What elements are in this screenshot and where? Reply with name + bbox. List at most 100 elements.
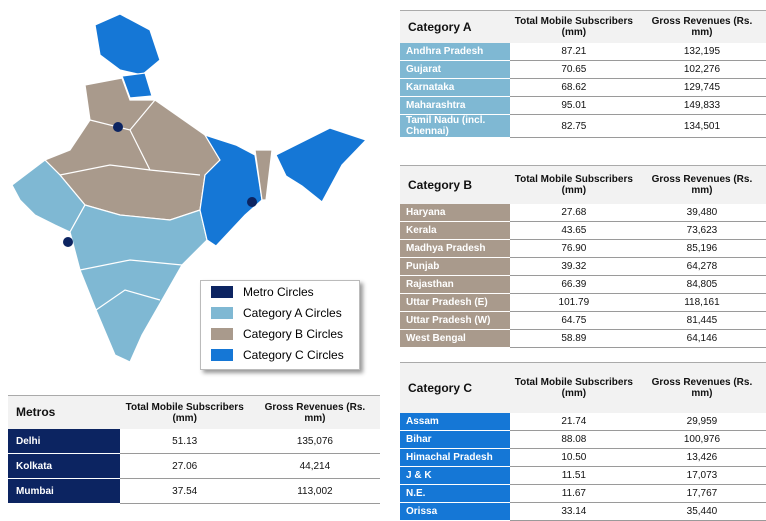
cell-value: 17,767 bbox=[637, 484, 766, 503]
cell-value: 43.65 bbox=[509, 221, 638, 240]
table-row: Kolkata 27.06 44,214 bbox=[8, 453, 380, 479]
row-label: Bihar bbox=[400, 430, 510, 449]
cell-value: 29,959 bbox=[637, 413, 766, 431]
data-table: Category C Total Mobile Subscribers (mm) G… bbox=[400, 362, 766, 521]
table-row: J & K 11.51 17,073 bbox=[400, 466, 766, 485]
cell-value: 102,276 bbox=[637, 60, 766, 79]
table-row: Rajasthan 66.39 84,805 bbox=[400, 275, 766, 294]
table-row: Himachal Pradesh 10.50 13,426 bbox=[400, 448, 766, 467]
column-header: Gross Revenues (Rs. mm) bbox=[249, 395, 380, 429]
cell-value: 51.13 bbox=[119, 429, 250, 454]
row-label: Rajasthan bbox=[400, 275, 510, 294]
cell-value: 11.67 bbox=[509, 484, 638, 503]
cell-value: 37.54 bbox=[119, 478, 250, 504]
table-row: Karnataka 68.62 129,745 bbox=[400, 78, 766, 97]
row-label: Assam bbox=[400, 413, 510, 431]
metro-dot bbox=[247, 197, 257, 207]
cell-value: 66.39 bbox=[509, 275, 638, 294]
row-label: Madhya Pradesh bbox=[400, 239, 510, 258]
region-border bbox=[95, 289, 161, 311]
cell-value: 95.01 bbox=[509, 96, 638, 115]
cell-value: 70.65 bbox=[509, 60, 638, 79]
table-row: Assam 21.74 29,959 bbox=[400, 413, 766, 431]
cell-value: 113,002 bbox=[249, 478, 380, 504]
cell-value: 17,073 bbox=[637, 466, 766, 485]
row-label: Uttar Pradesh (E) bbox=[400, 293, 510, 312]
row-label: Kolkata bbox=[8, 453, 120, 479]
column-header: Total Mobile Subscribers (mm) bbox=[509, 10, 638, 43]
table-row: Kerala 43.65 73,623 bbox=[400, 221, 766, 240]
metro-dot bbox=[63, 237, 73, 247]
legend-swatch bbox=[211, 286, 233, 298]
region-b bbox=[254, 149, 273, 201]
row-label: N.E. bbox=[400, 484, 510, 503]
legend-item: Metro Circles bbox=[211, 282, 359, 302]
table-title: Category C bbox=[400, 362, 510, 413]
cell-value: 132,195 bbox=[637, 43, 766, 61]
row-label: Haryana bbox=[400, 204, 510, 222]
cell-value: 35,440 bbox=[637, 502, 766, 521]
cell-value: 39,480 bbox=[637, 204, 766, 222]
table-row: Delhi 51.13 135,076 bbox=[8, 429, 380, 454]
table-row: Uttar Pradesh (W) 64.75 81,445 bbox=[400, 311, 766, 330]
row-label: Karnataka bbox=[400, 78, 510, 97]
legend-label: Category B Circles bbox=[243, 327, 344, 341]
legend-item: Category A Circles bbox=[211, 303, 359, 323]
cell-value: 27.68 bbox=[509, 204, 638, 222]
column-header: Total Mobile Subscribers (mm) bbox=[509, 165, 638, 204]
legend-item: Category B Circles bbox=[211, 324, 359, 344]
table-row: Bihar 88.08 100,976 bbox=[400, 430, 766, 449]
region-c bbox=[275, 127, 368, 203]
row-label: Delhi bbox=[8, 429, 120, 454]
region-c bbox=[94, 13, 161, 76]
cell-value: 39.32 bbox=[509, 257, 638, 276]
cell-value: 76.90 bbox=[509, 239, 638, 258]
cell-value: 85,196 bbox=[637, 239, 766, 258]
row-label: Andhra Pradesh bbox=[400, 43, 510, 61]
cell-value: 134,501 bbox=[637, 114, 766, 138]
row-label: Himachal Pradesh bbox=[400, 448, 510, 467]
cell-value: 68.62 bbox=[509, 78, 638, 97]
row-label: Punjab bbox=[400, 257, 510, 276]
header-row: Metros Total Mobile Subscribers (mm) Gross… bbox=[8, 395, 380, 429]
cell-value: 88.08 bbox=[509, 430, 638, 449]
data-table: Category A Total Mobile Subscribers (mm) G… bbox=[400, 10, 766, 138]
cell-value: 84,805 bbox=[637, 275, 766, 294]
cell-value: 149,833 bbox=[637, 96, 766, 115]
cell-value: 73,623 bbox=[637, 221, 766, 240]
table-row: Madhya Pradesh 76.90 85,196 bbox=[400, 239, 766, 258]
table-row: Punjab 39.32 64,278 bbox=[400, 257, 766, 276]
cell-value: 64,146 bbox=[637, 329, 766, 348]
table-row: Orissa 33.14 35,440 bbox=[400, 502, 766, 521]
legend-item: Category C Circles bbox=[211, 345, 359, 365]
cell-value: 118,161 bbox=[637, 293, 766, 312]
table-row: Maharashtra 95.01 149,833 bbox=[400, 96, 766, 115]
table-title: Category B bbox=[400, 165, 510, 204]
cell-value: 87.21 bbox=[509, 43, 638, 61]
region-border bbox=[79, 259, 183, 271]
cell-value: 64.75 bbox=[509, 311, 638, 330]
cell-value: 129,745 bbox=[637, 78, 766, 97]
region-a bbox=[69, 204, 208, 363]
cell-value: 10.50 bbox=[509, 448, 638, 467]
cell-value: 44,214 bbox=[249, 453, 380, 479]
header-row: Category B Total Mobile Subscribers (mm) G… bbox=[400, 165, 766, 204]
cell-value: 58.89 bbox=[509, 329, 638, 348]
map-legend: Metro Circles Category A Circles Category … bbox=[200, 280, 360, 370]
column-header: Gross Revenues (Rs. mm) bbox=[637, 165, 766, 204]
cell-value: 101.79 bbox=[509, 293, 638, 312]
row-label: Mumbai bbox=[8, 478, 120, 504]
cell-value: 81,445 bbox=[637, 311, 766, 330]
table-row: Tamil Nadu (incl. Chennai) 82.75 134,501 bbox=[400, 114, 766, 138]
row-label: West Bengal bbox=[400, 329, 510, 348]
row-label: Uttar Pradesh (W) bbox=[400, 311, 510, 330]
cell-value: 135,076 bbox=[249, 429, 380, 454]
column-header: Total Mobile Subscribers (mm) bbox=[119, 395, 250, 429]
cell-value: 82.75 bbox=[509, 114, 638, 138]
row-label: Orissa bbox=[400, 502, 510, 521]
table-row: Gujarat 70.65 102,276 bbox=[400, 60, 766, 79]
region-border bbox=[59, 164, 151, 176]
cell-value: 11.51 bbox=[509, 466, 638, 485]
column-header: Gross Revenues (Rs. mm) bbox=[637, 362, 766, 413]
